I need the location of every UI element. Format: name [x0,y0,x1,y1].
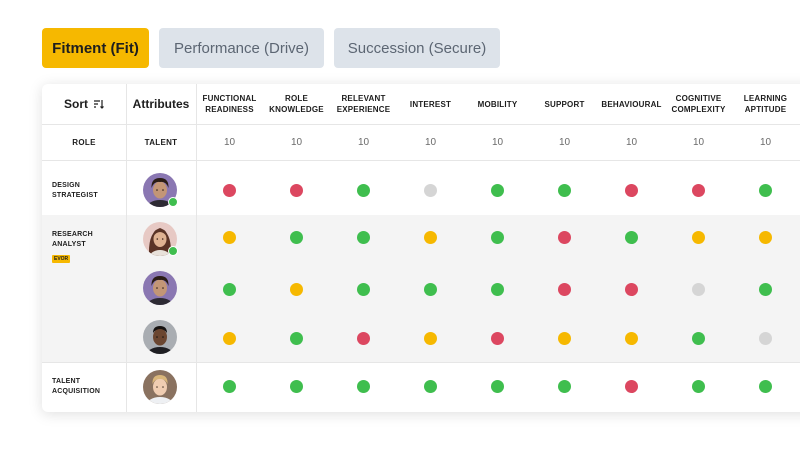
divider [126,84,127,412]
rating-dot-green[interactable] [491,230,504,244]
rating-dot-green[interactable] [759,379,772,393]
rating-dot-yellow[interactable] [424,230,437,244]
tab-succession[interactable]: Succession (Secure) [334,28,500,68]
column-header[interactable]: RELEVANT EXPERIENCE [336,94,391,114]
rating-dot-green[interactable] [625,230,638,244]
talent-avatar[interactable] [143,370,177,404]
role-design-strategist: DESIGN STRATEGIST [52,182,98,199]
rating-dot-green[interactable] [357,183,370,197]
talent-header: TALENT [144,137,178,147]
sort-icon [94,100,104,109]
rating-dot-green[interactable] [290,331,303,345]
rating-dot-grey[interactable] [424,183,437,197]
rating-dot-green[interactable] [491,183,504,197]
rating-dot-red[interactable] [357,331,370,345]
rating-dot-yellow[interactable] [692,230,705,244]
rating-dot-grey[interactable] [692,282,705,296]
sort-label: Sort [64,97,88,111]
column-weight: 10 [290,136,303,148]
rating-dot-green[interactable] [491,379,504,393]
divider [196,84,197,412]
rating-dot-green[interactable] [357,230,370,244]
rating-dot-yellow[interactable] [223,230,236,244]
column-weight: 10 [357,136,370,148]
column-weight: 10 [424,136,437,148]
tab-performance[interactable]: Performance (Drive) [159,28,324,68]
rating-dot-yellow[interactable] [424,331,437,345]
rating-dot-green[interactable] [759,183,772,197]
column-header[interactable]: FUNCTIONAL READINESS [202,94,257,114]
rating-dot-red[interactable] [223,183,236,197]
talent-avatar[interactable] [143,320,177,354]
rating-dot-red[interactable] [491,331,504,345]
online-status-icon [168,246,178,256]
column-weight: 10 [491,136,504,148]
divider [42,124,800,125]
rating-dot-red[interactable] [558,230,571,244]
column-header[interactable]: INTEREST [409,99,452,109]
rating-dot-green[interactable] [290,230,303,244]
fitment-table: Sort Attributes ROLE TALENT FUNCTIONAL R… [42,84,800,412]
rating-dot-yellow[interactable] [759,230,772,244]
rating-dot-red[interactable] [692,183,705,197]
rating-dot-yellow[interactable] [290,282,303,296]
rating-dot-green[interactable] [424,379,437,393]
role-header: ROLE [72,137,96,147]
role-research-analyst: RESEARCH ANALYST [52,231,93,248]
rating-dot-green[interactable] [692,331,705,345]
divider [42,362,800,363]
column-header[interactable]: MOBILITY [477,99,518,109]
column-weight: 10 [759,136,772,148]
rating-dot-green[interactable] [290,379,303,393]
column-weight: 10 [625,136,638,148]
talent-avatar[interactable] [143,271,177,305]
online-status-icon [168,197,178,207]
rating-dot-green[interactable] [223,379,236,393]
rating-dot-red[interactable] [625,183,638,197]
rating-dot-green[interactable] [357,379,370,393]
rating-dot-green[interactable] [491,282,504,296]
rating-dot-green[interactable] [759,282,772,296]
divider [42,160,800,161]
talent-avatar[interactable] [143,222,177,256]
rating-dot-green[interactable] [558,379,571,393]
tab-fitment[interactable]: Fitment (Fit) [42,28,149,68]
column-header[interactable]: BEHAVIOURAL [601,99,662,109]
column-header[interactable]: COGNITIVE COMPLEXITY [671,94,726,114]
rating-dot-red[interactable] [625,379,638,393]
rating-dot-green[interactable] [692,379,705,393]
talent-avatar[interactable] [143,173,177,207]
rating-dot-green[interactable] [558,183,571,197]
column-weight: 10 [223,136,236,148]
column-weight: 10 [692,136,705,148]
rating-dot-green[interactable] [357,282,370,296]
role-badge: EVOR [52,255,71,263]
attributes-header: Attributes [132,97,190,111]
column-header[interactable]: ROLE KNOWLEDGE [269,94,324,114]
rating-dot-green[interactable] [223,282,236,296]
rating-dot-yellow[interactable] [625,331,638,345]
column-header[interactable]: SUPPORT [544,99,585,109]
rating-dot-yellow[interactable] [558,331,571,345]
rating-dot-grey[interactable] [759,331,772,345]
rating-dot-yellow[interactable] [223,331,236,345]
rating-dot-green[interactable] [424,282,437,296]
column-weight: 10 [558,136,571,148]
rating-dot-red[interactable] [625,282,638,296]
role-talent-acquisition: TALENT ACQUISITION [52,378,101,395]
column-header[interactable]: LEARNING APTITUDE [743,94,788,114]
rating-dot-red[interactable] [290,183,303,197]
rating-dot-red[interactable] [558,282,571,296]
sort-button[interactable]: Sort [42,84,126,124]
